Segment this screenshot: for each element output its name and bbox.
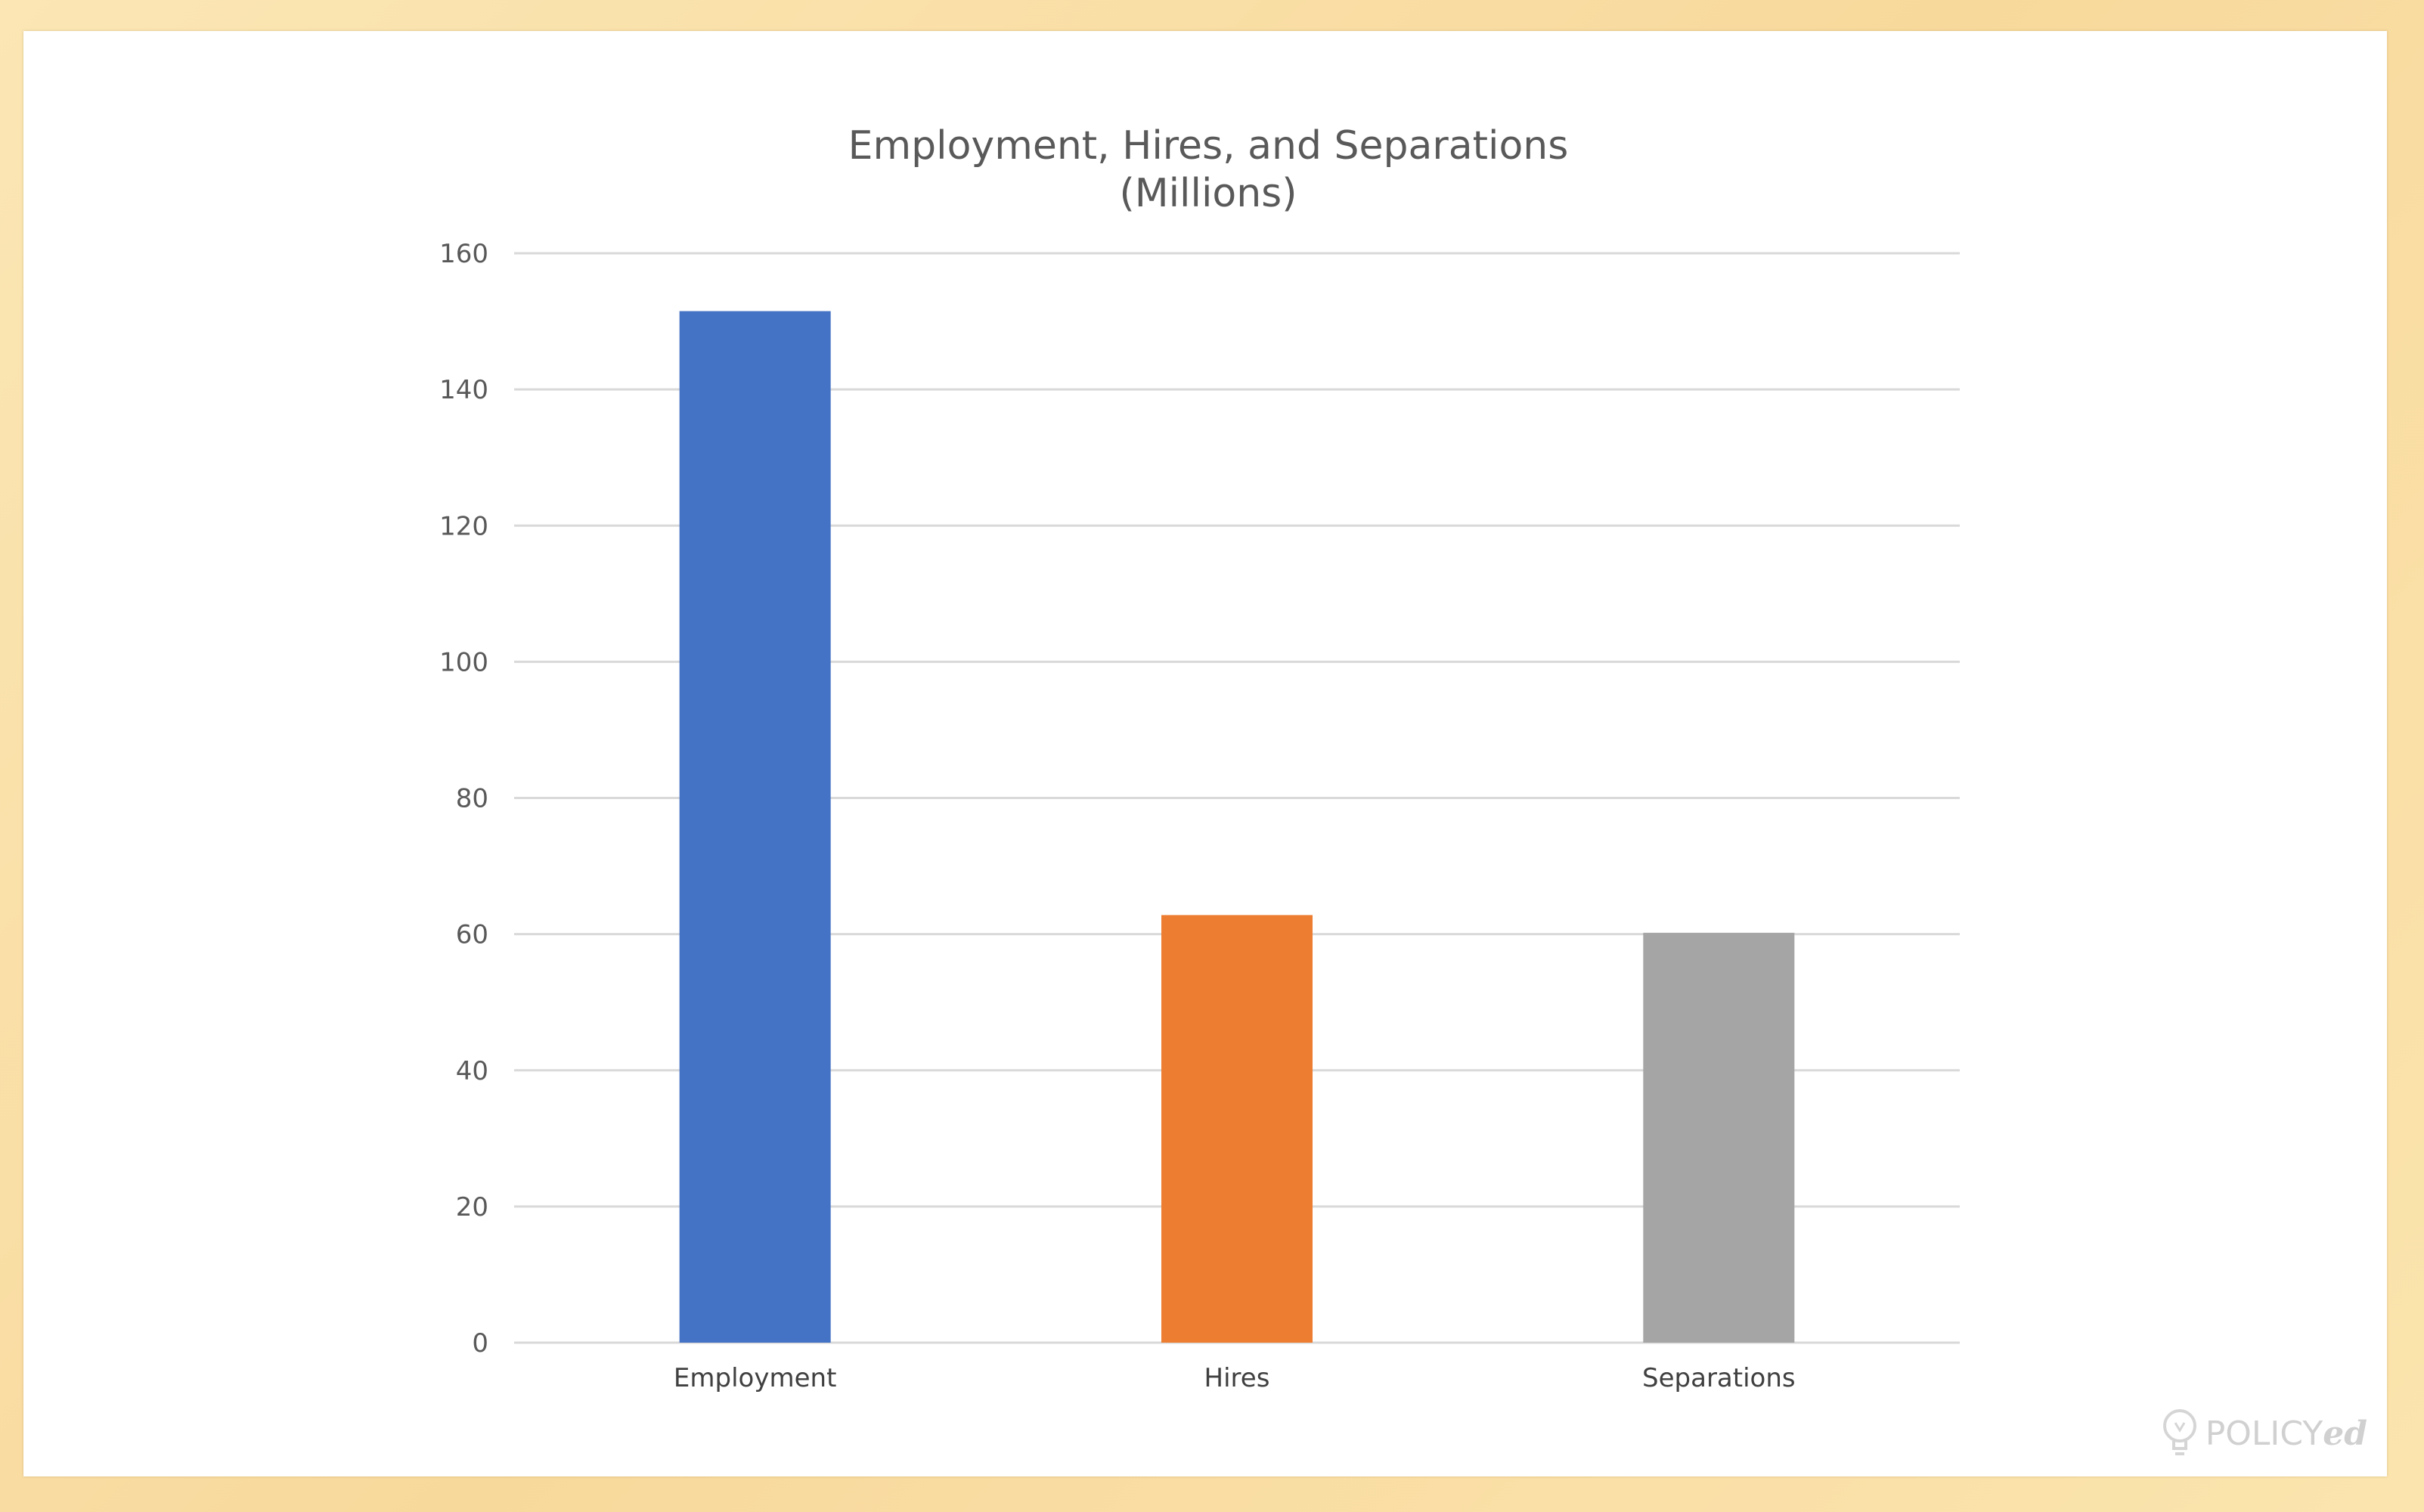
y-tick-label: 140 — [439, 375, 488, 405]
y-tick-label: 100 — [439, 647, 488, 677]
y-tick-label: 120 — [439, 511, 488, 541]
y-axis-ticks: 0 20 40 60 80 100 120 140 160 — [439, 239, 488, 1359]
bars — [679, 311, 1795, 1343]
bar-hires — [1161, 915, 1313, 1343]
y-tick-label: 80 — [456, 784, 488, 814]
lightbulb-icon — [2162, 1409, 2196, 1455]
watermark-text: POLICYed — [2205, 1414, 2367, 1453]
y-tick-label: 160 — [439, 239, 488, 269]
policyed-logo: POLICYed — [2160, 1406, 2367, 1461]
bar-separations — [1643, 932, 1795, 1343]
y-tick-label: 60 — [456, 920, 488, 950]
y-tick-label: 0 — [472, 1328, 488, 1359]
x-category-label: Separations — [1642, 1363, 1796, 1393]
bar-employment — [679, 311, 831, 1343]
x-category-label: Hires — [1204, 1363, 1270, 1393]
chart-title-line-2: (Millions) — [1119, 171, 1297, 216]
chart-title-line-1: Employment, Hires, and Separations — [848, 123, 1569, 169]
x-category-label: Employment — [674, 1363, 836, 1393]
y-tick-label: 40 — [456, 1056, 488, 1086]
y-tick-label: 20 — [456, 1192, 488, 1222]
x-axis-labels: Employment Hires Separations — [674, 1363, 1796, 1393]
